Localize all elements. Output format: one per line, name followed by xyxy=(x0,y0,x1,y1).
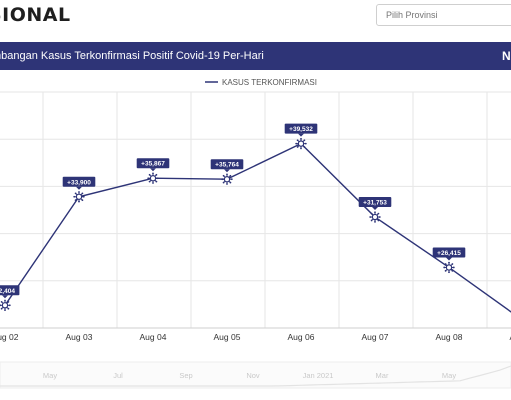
data-point[interactable]: +31,753 xyxy=(358,197,392,223)
navigator-series xyxy=(0,365,511,387)
x-tick-label: Aug 07 xyxy=(362,332,389,342)
navigator-label: Mar xyxy=(376,371,389,380)
data-label: +39,532 xyxy=(284,123,318,137)
data-label: +33,900 xyxy=(62,176,96,190)
navigator-label: Jan 2021 xyxy=(303,371,334,380)
virus-icon xyxy=(369,211,381,223)
series-line xyxy=(4,142,511,313)
x-tick-label: Aug 04 xyxy=(140,332,167,342)
data-label: +35,867 xyxy=(136,158,170,172)
data-label-text: +35,867 xyxy=(141,161,165,168)
chart-banner: mbangan Kasus Terkonfirmasi Positif Covi… xyxy=(0,42,511,70)
navigator-label: Sep xyxy=(179,371,192,380)
data-label: +31,753 xyxy=(358,197,392,211)
virus-icon xyxy=(295,137,307,150)
data-point[interactable]: +35,867 xyxy=(136,158,170,184)
daily-cases-chart: KASUS TERKONFIRMASI 22,404 +33,900 +35,867… xyxy=(0,78,511,389)
virus-icon xyxy=(0,299,11,312)
data-point[interactable]: +35,764 xyxy=(210,159,244,185)
legend-label: KASUS TERKONFIRMASI xyxy=(222,78,317,87)
data-label: +26,415 xyxy=(432,247,466,261)
data-label-text: 22,404 xyxy=(0,288,15,295)
province-select[interactable] xyxy=(376,4,511,26)
x-tick-label: Aug 06 xyxy=(288,332,315,342)
data-label-text: +33,900 xyxy=(67,179,91,186)
data-point[interactable]: +33,900 xyxy=(62,176,96,203)
data-label: +35,764 xyxy=(210,159,244,173)
banner-title: mbangan Kasus Terkonfirmasi Positif Covi… xyxy=(0,50,264,62)
data-point[interactable]: 22,404 xyxy=(0,285,20,312)
navigator-label: Nov xyxy=(246,371,260,380)
banner-region: NA xyxy=(502,49,511,63)
x-tick-label: Aug 02 xyxy=(0,332,19,342)
page-title: SIONAL xyxy=(0,4,71,26)
virus-icon xyxy=(443,261,455,274)
x-tick-label: Aug 05 xyxy=(214,332,241,342)
x-tick-label: Aug 08 xyxy=(436,332,463,342)
data-label-text: +26,415 xyxy=(437,250,461,257)
navigator-label: Jul xyxy=(113,371,123,380)
series-layer: 22,404 +33,900 +35,867 +35,764 +39,532 +31,75… xyxy=(0,123,511,313)
navigator-label: May xyxy=(43,371,57,380)
data-point[interactable]: +26,415 xyxy=(432,247,466,274)
data-label-text: +35,764 xyxy=(215,162,239,169)
x-tick-label: Aug 09 xyxy=(510,332,511,342)
virus-icon xyxy=(221,173,233,185)
data-label: 22,404 xyxy=(0,285,20,299)
x-tick-label: Aug 03 xyxy=(66,332,93,342)
navigator-track xyxy=(0,361,511,389)
data-label-text: +39,532 xyxy=(289,126,313,133)
virus-icon xyxy=(147,172,159,184)
range-navigator[interactable]: May Jul Sep Nov Jan 2021 Mar May xyxy=(0,361,511,389)
navigator-label: May xyxy=(442,371,456,380)
data-point[interactable]: +39,532 xyxy=(284,123,318,150)
virus-icon xyxy=(73,191,85,203)
chart-legend[interactable]: KASUS TERKONFIRMASI xyxy=(205,78,317,87)
grid xyxy=(0,91,511,329)
x-axis: Aug 02 Aug 03 Aug 04 Aug 05 Aug 06 Aug 07 Aug … xyxy=(0,327,511,342)
data-label-text: +31,753 xyxy=(363,200,387,207)
